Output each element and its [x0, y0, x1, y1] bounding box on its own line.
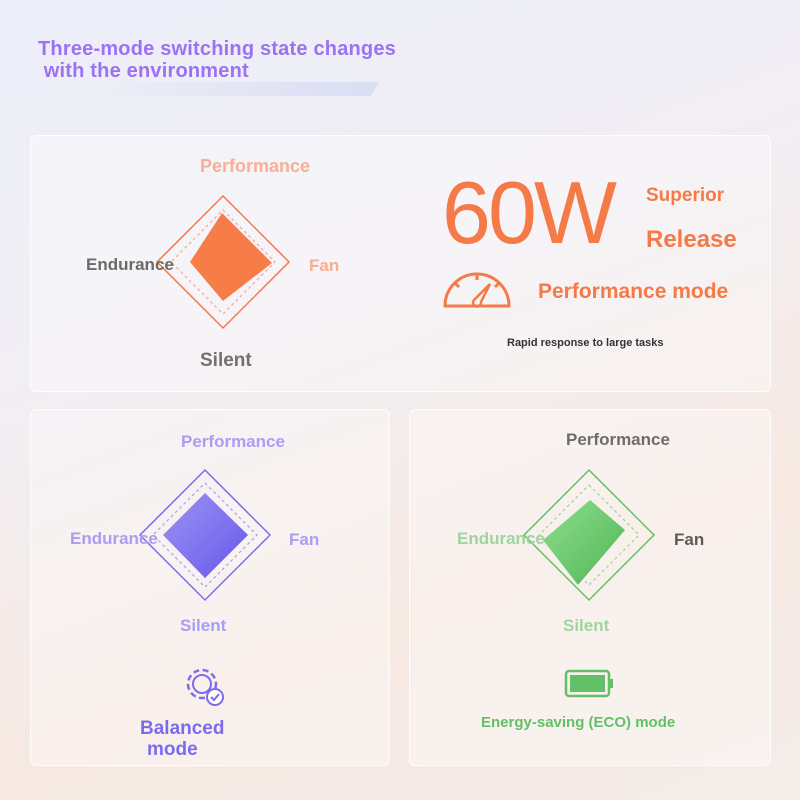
axis-fan: Fan [309, 256, 340, 275]
balanced-mode-line-1: Balanced [140, 718, 225, 739]
radar-dashed-diamond [538, 484, 640, 586]
title-line-2: with the environment [38, 60, 249, 82]
radar-dashed-diamond [170, 209, 276, 315]
axis-silent: Silent [200, 350, 252, 371]
axis-silent: Silent [180, 616, 227, 635]
axis-silent: Silent [563, 616, 610, 635]
title-line-1: Three-mode switching state changes [38, 38, 396, 60]
radar-fill [163, 493, 248, 578]
release-label: Release [646, 226, 737, 253]
radar-outer-diamond [522, 468, 656, 602]
balanced-mode-label: Balanced mode [140, 718, 224, 760]
axis-endurance: Endurance [70, 529, 158, 548]
performance-description: Rapid response to large tasks [507, 337, 664, 349]
radar-outer-diamond [155, 194, 291, 330]
balanced-mode-card [30, 409, 390, 766]
axis-performance: Performance [566, 430, 670, 449]
axis-endurance: Endurance [457, 529, 545, 548]
power-value: 60W [442, 163, 617, 262]
eco-mode-card [409, 409, 771, 766]
performance-mode-label: Performance mode [538, 280, 729, 303]
superior-label: Superior [646, 185, 725, 206]
eco-mode-label: Energy-saving (ECO) mode [481, 714, 676, 731]
radar-dashed-diamond [152, 482, 258, 588]
axis-performance: Performance [200, 156, 311, 176]
axis-fan: Fan [289, 530, 320, 549]
balanced-mode-line-2: mode [147, 739, 198, 760]
axis-endurance: Endurance [86, 255, 174, 274]
radar-fill [543, 500, 625, 585]
axis-fan: Fan [674, 530, 705, 549]
radar-fill [190, 213, 272, 301]
page-title: Three-mode switching state changes with … [38, 38, 396, 82]
radar-outer-diamond [138, 468, 272, 602]
axis-performance: Performance [181, 432, 285, 451]
performance-mode-card [30, 135, 771, 392]
